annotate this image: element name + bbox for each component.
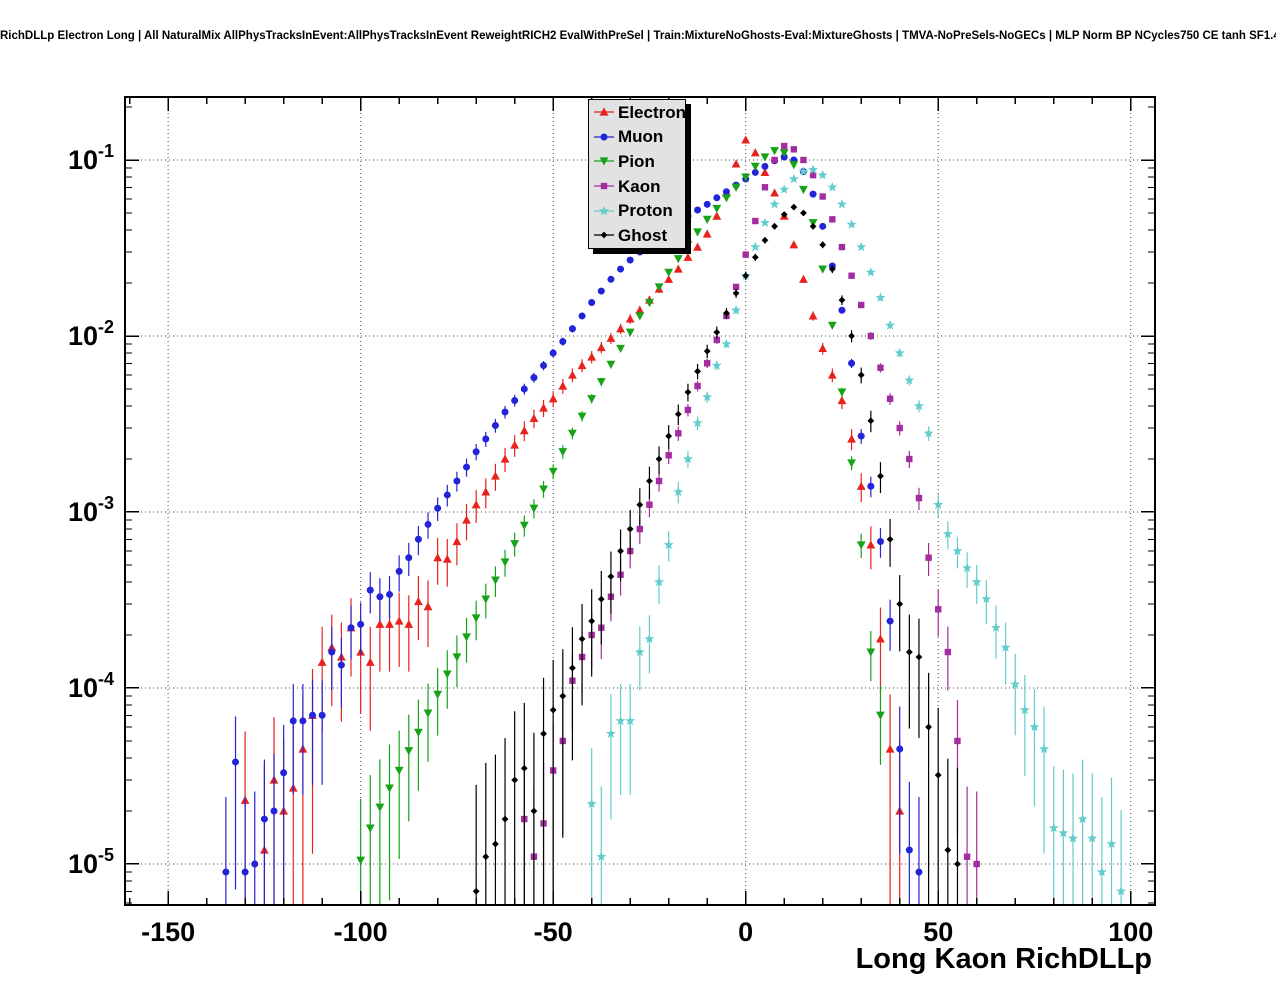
legend-label-muon: Muon [618, 127, 664, 147]
plot-frame [124, 96, 1156, 906]
legend-label-kaon: Kaon [618, 176, 661, 196]
kaon-square-icon [591, 177, 617, 195]
axis-ticks [125, 97, 1155, 905]
legend-label-ghost: Ghost [618, 225, 668, 245]
legend-label-proton: Proton [618, 201, 673, 221]
legend-entry-kaon: Kaon [589, 174, 685, 199]
svg-text:10-5: 10-5 [68, 845, 114, 879]
legend-entry-pion: Pion [589, 149, 685, 174]
series-proton [586, 164, 1127, 905]
legend-entry-ghost: Ghost [589, 223, 685, 248]
series-muon [222, 153, 923, 905]
electron-triangle-icon [591, 103, 617, 121]
svg-text:-100: -100 [334, 917, 388, 947]
legend-entry-proton: Proton [589, 198, 685, 223]
svg-text:50: 50 [923, 917, 953, 947]
pion-triangle-down-icon [591, 152, 617, 170]
legend-label-pion: Pion [618, 151, 655, 171]
legend-label-electron: Electron [618, 102, 687, 122]
svg-text:-150: -150 [141, 917, 195, 947]
legend-entry-electron: Electron [589, 100, 687, 125]
svg-text:10-1: 10-1 [68, 141, 114, 175]
series-electron [240, 135, 905, 905]
muon-circle-icon [591, 128, 617, 146]
x-axis-title: Long Kaon RichDLLp [856, 943, 1152, 975]
series-layer [222, 135, 1127, 905]
proton-star-icon [591, 202, 617, 220]
svg-text:0: 0 [738, 917, 753, 947]
legend: Electron Muon Pion Kaon Proton Ghost [588, 99, 686, 249]
svg-text:100: 100 [1108, 917, 1153, 947]
svg-text:-50: -50 [534, 917, 573, 947]
legend-entry-muon: Muon [589, 125, 685, 150]
plot-title: RichDLLp Electron Long | All NaturalMix … [0, 30, 1276, 42]
series-ghost [472, 203, 961, 905]
series-pion [356, 147, 885, 905]
ghost-diamond-icon [591, 226, 617, 244]
svg-text:10-3: 10-3 [68, 493, 114, 527]
axis-tick-labels: -150 -100 -50 0 50 100 10-1 10-2 10-3 10-4 10-5 [68, 141, 1153, 947]
svg-text:10-2: 10-2 [68, 317, 114, 351]
svg-text:10-4: 10-4 [68, 669, 114, 703]
